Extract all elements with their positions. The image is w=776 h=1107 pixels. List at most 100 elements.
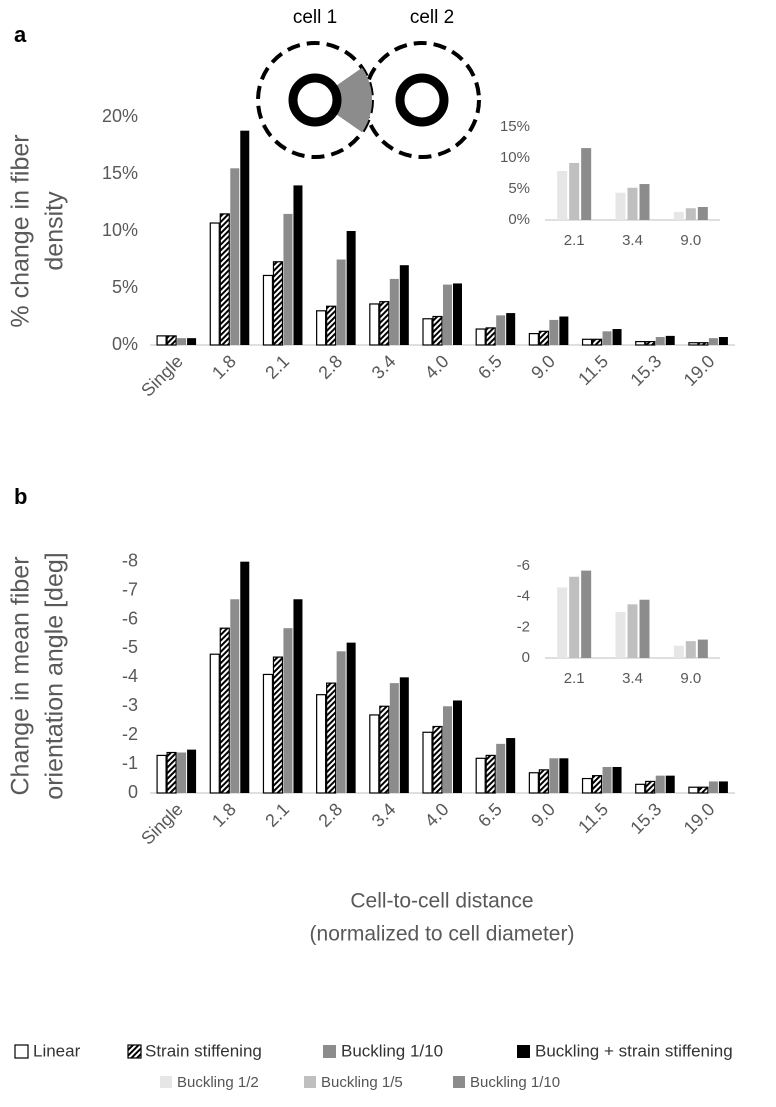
x-tick-label: 1.8: [208, 799, 240, 831]
y-tick-label: -4: [122, 666, 138, 686]
x-tick-label: Single: [137, 799, 187, 849]
bar: [346, 642, 356, 793]
bar: [283, 213, 293, 345]
x-tick-label: 15.3: [626, 799, 665, 838]
annotation: cell 2: [410, 7, 454, 28]
x-tick-label: 9.0: [680, 670, 701, 687]
bar: [591, 775, 603, 794]
legend-swatch: [127, 1044, 142, 1059]
y-tick-label: 10%: [102, 220, 138, 240]
y-tick-label: -3: [122, 695, 138, 715]
legend-swatch: [304, 1076, 316, 1088]
y-tick-label: -2: [517, 618, 530, 635]
bar: [240, 561, 250, 793]
panel-label: a: [14, 22, 27, 47]
x-tick-label: 9.0: [527, 351, 559, 383]
bar: [389, 278, 399, 345]
bar: [645, 340, 656, 346]
bar: [316, 310, 327, 346]
bar: [506, 738, 516, 793]
bar: [557, 171, 568, 220]
bar: [369, 714, 380, 794]
bar: [336, 259, 346, 345]
bar: [645, 780, 656, 794]
y-tick-label: 0%: [112, 334, 138, 354]
bar: [379, 301, 390, 346]
bar: [557, 587, 568, 658]
bar: [698, 342, 709, 346]
bar: [422, 318, 433, 346]
y-tick-label: 0: [522, 649, 530, 666]
bar: [615, 192, 626, 220]
bar: [272, 656, 284, 794]
legend-swatch: [517, 1045, 530, 1058]
x-tick-label: 2.1: [261, 799, 293, 831]
x-tick-label: 9.0: [680, 232, 701, 249]
legend-swatch: [323, 1045, 336, 1058]
bar: [665, 775, 675, 793]
bar: [612, 766, 622, 793]
bar: [399, 265, 409, 345]
bar: [156, 335, 167, 346]
y-tick-label: 0: [128, 782, 138, 802]
bar: [655, 337, 665, 345]
x-tick-label: 6.5: [474, 799, 506, 831]
x-tick-label: 2.1: [564, 670, 585, 687]
y-tick-label: -5: [122, 637, 138, 657]
bar: [272, 261, 284, 346]
bar: [240, 130, 250, 345]
bar: [369, 303, 380, 346]
bar: [432, 315, 443, 346]
bar: [422, 731, 433, 794]
bar: [528, 333, 539, 346]
y-tick-label: -2: [122, 724, 138, 744]
bar: [496, 743, 506, 793]
x-tick-label: 2.1: [261, 351, 293, 383]
y-axis-label: % change in fiber: [7, 134, 35, 327]
y-tick-label: 15%: [500, 118, 530, 135]
y-tick-label: 10%: [500, 149, 530, 166]
bar: [326, 682, 337, 794]
x-tick-label: 3.4: [622, 670, 643, 687]
x-tick-label: 9.0: [527, 799, 559, 831]
y-tick-label: 0%: [508, 211, 530, 228]
x-tick-label: 4.0: [421, 351, 453, 383]
bar: [496, 315, 506, 345]
x-tick-label: 2.8: [314, 351, 346, 383]
bar: [591, 338, 603, 346]
bar: [336, 651, 346, 793]
bar: [559, 758, 569, 793]
bar: [718, 337, 728, 345]
bar: [685, 208, 696, 220]
legend-swatch: [160, 1076, 172, 1088]
bar: [166, 751, 177, 794]
legend-label: Linear: [33, 1041, 81, 1060]
bar: [673, 211, 684, 220]
x-tick-label: 2.8: [314, 799, 346, 831]
bar: [655, 775, 665, 793]
bar: [177, 752, 187, 793]
bar: [187, 749, 197, 793]
bar: [262, 274, 274, 346]
bar: [432, 725, 443, 794]
bar: [708, 338, 718, 345]
y-tick-label: 5%: [112, 277, 138, 297]
bar: [177, 338, 187, 345]
bar: [443, 706, 452, 793]
bar: [697, 206, 708, 220]
x-tick-label: 11.5: [574, 351, 612, 389]
bar: [293, 185, 303, 345]
y-tick-label: 20%: [102, 106, 138, 126]
legend-label: Buckling 1/5: [321, 1074, 403, 1091]
bar: [627, 604, 638, 658]
bar: [559, 316, 569, 345]
bar: [389, 683, 399, 793]
x-tick-label: 4.0: [421, 799, 453, 831]
bar: [316, 694, 327, 794]
bar: [209, 222, 220, 346]
bar: [549, 319, 559, 345]
y-axis-label: Change in mean fiber: [7, 556, 35, 795]
x-tick-label: 3.4: [622, 232, 643, 249]
bar: [635, 340, 646, 346]
